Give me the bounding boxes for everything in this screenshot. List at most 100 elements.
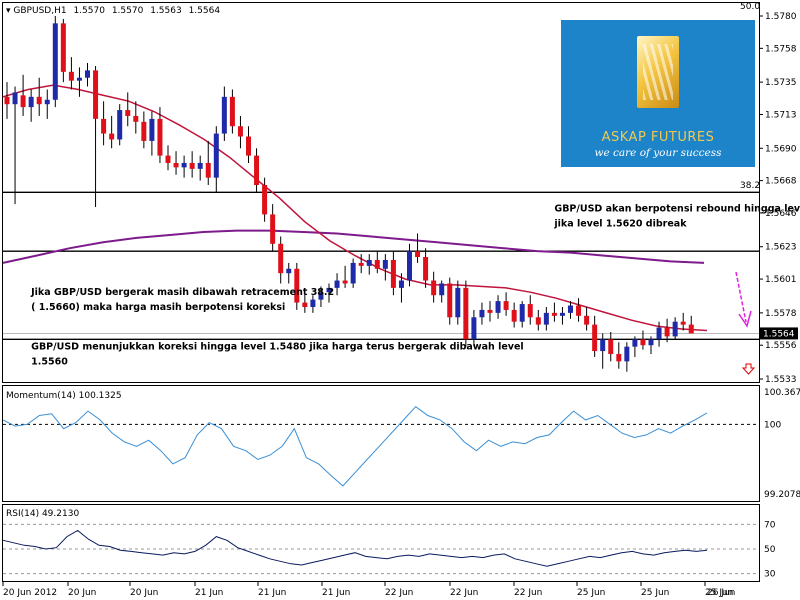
- time-tick-label: 21 Jun: [322, 588, 350, 598]
- fib-50-label: 50.0: [740, 2, 760, 12]
- candle-body: [608, 339, 614, 355]
- symbol-header: ▾ GBPUSD,H1 1.5570 1.5570 1.5563 1.5564: [6, 6, 220, 16]
- candle-body: [229, 96, 235, 127]
- time-tick-label: 25 Jun: [577, 588, 605, 598]
- candle-body: [680, 321, 686, 325]
- candle-body: [44, 99, 50, 105]
- candle-body: [342, 280, 348, 284]
- candle-body: [439, 283, 445, 296]
- candle-body: [648, 339, 654, 346]
- momentum-indicator: Momentum(14) 100.1325 100.3675 100 99.2078: [2, 388, 800, 500]
- candle-body: [463, 287, 469, 340]
- candle-body: [36, 96, 42, 105]
- candle-body: [326, 287, 332, 293]
- candle-body: [543, 312, 549, 325]
- candle-body: [52, 23, 58, 100]
- time-tick-label: 20 Jun: [130, 588, 158, 598]
- rsi-tick-label: 50: [764, 545, 776, 555]
- candle-body: [12, 92, 18, 105]
- candle-body: [133, 115, 139, 122]
- time-tick-label: 25 Jun: [641, 588, 669, 598]
- candle-body: [350, 262, 356, 284]
- time-tick-label: 20 Jun: [68, 588, 96, 598]
- candle-body: [173, 162, 179, 168]
- candle-body: [672, 321, 678, 337]
- annotation-line-1: GBP/USD akan berpotensi rebound hingga l…: [554, 203, 800, 214]
- candle-body: [221, 96, 227, 134]
- candle-body: [237, 126, 243, 137]
- header-high: 1.5570: [112, 6, 144, 16]
- price-tick-label: 1.5713: [765, 110, 797, 120]
- rsi-tick-label: 70: [764, 520, 776, 530]
- price-tick-label: 1.5623: [765, 243, 797, 253]
- fast-ma-line: [2, 84, 708, 332]
- logo-tagline: we care of your success: [594, 147, 722, 159]
- momentum-tick-label: 100: [764, 420, 781, 430]
- momentum-line: [2, 406, 708, 487]
- slow-moving-average: [2, 229, 705, 264]
- candle-body: [503, 301, 509, 310]
- candle-body: [366, 259, 372, 266]
- candle-body: [495, 301, 501, 313]
- candle-body: [423, 257, 429, 281]
- candle-body: [125, 110, 131, 116]
- momentum-panel-frame: [2, 385, 760, 502]
- candle-body: [109, 133, 115, 140]
- price-tick-label: 1.5690: [765, 144, 797, 154]
- candle-body: [576, 305, 582, 316]
- logo-name: ASKAP FUTURES: [601, 130, 715, 145]
- rsi-label: RSI(14) 49.2130: [6, 509, 79, 519]
- askap-futures-logo: ASKAP FUTURES we care of your success: [561, 20, 755, 167]
- annotation-line-2: jika level 1.5620 dibreak: [553, 218, 687, 229]
- rsi-indicator: RSI(14) 49.2130 70 50 30: [2, 509, 776, 580]
- candle-body: [487, 309, 493, 313]
- candle-body: [76, 77, 82, 81]
- candle-body: [407, 251, 412, 281]
- candle-body: [157, 118, 163, 156]
- annotation-line-1: GBP/USD menunjukkan koreksi hingga level…: [31, 342, 524, 353]
- candle-body: [318, 292, 324, 300]
- candle-body: [302, 302, 308, 307]
- candle-body: [85, 70, 90, 78]
- time-tick-label: 21 Jun: [258, 588, 286, 598]
- header-open: 1.5570: [73, 6, 105, 16]
- candle-body: [101, 118, 107, 134]
- price-tick-label: 1.5668: [765, 177, 797, 187]
- time-tick-label: 26 Jun: [707, 588, 735, 598]
- candle-body: [205, 162, 211, 178]
- candle-body: [584, 315, 590, 325]
- candle-body: [535, 317, 541, 325]
- time-tick-label: 21 Jun: [195, 588, 223, 598]
- momentum-label: Momentum(14) 100.1325: [6, 391, 122, 401]
- main-panel-frame: [2, 2, 760, 383]
- candle-body: [141, 121, 147, 141]
- rsi-tick-label: 30: [764, 570, 776, 580]
- candle-body: [278, 243, 284, 274]
- candle-body: [254, 155, 260, 186]
- price-tick-label: 1.5758: [765, 44, 797, 54]
- candle-body: [559, 312, 565, 316]
- candle-body: [197, 162, 203, 169]
- candle-body: [398, 280, 404, 288]
- candle-body: [334, 280, 340, 288]
- candle-body: [431, 280, 437, 296]
- annotation-line-1: Jika GBP/USD bergerak masih dibawah retr…: [30, 287, 334, 298]
- price-tick-label: 1.5601: [765, 275, 797, 285]
- candle-body: [600, 339, 606, 352]
- price-tick-label: 1.5578: [765, 309, 797, 319]
- small-down-arrow-icon: [741, 363, 756, 375]
- candle-body: [455, 287, 461, 318]
- time-tick-label: 20 Jun 2012: [3, 588, 57, 598]
- price-tick-label: 1.5533: [765, 375, 797, 385]
- candle-body: [246, 136, 251, 156]
- candle-body: [149, 118, 155, 141]
- candle-body: [374, 259, 380, 269]
- candle-body: [551, 312, 557, 316]
- momentum-tick-label: 99.2078: [764, 490, 800, 500]
- candle-body: [286, 268, 292, 274]
- candle-body: [624, 346, 630, 362]
- candle-body: [632, 339, 638, 347]
- candle-body: [656, 327, 662, 340]
- price-tick-label: 1.5556: [765, 341, 797, 351]
